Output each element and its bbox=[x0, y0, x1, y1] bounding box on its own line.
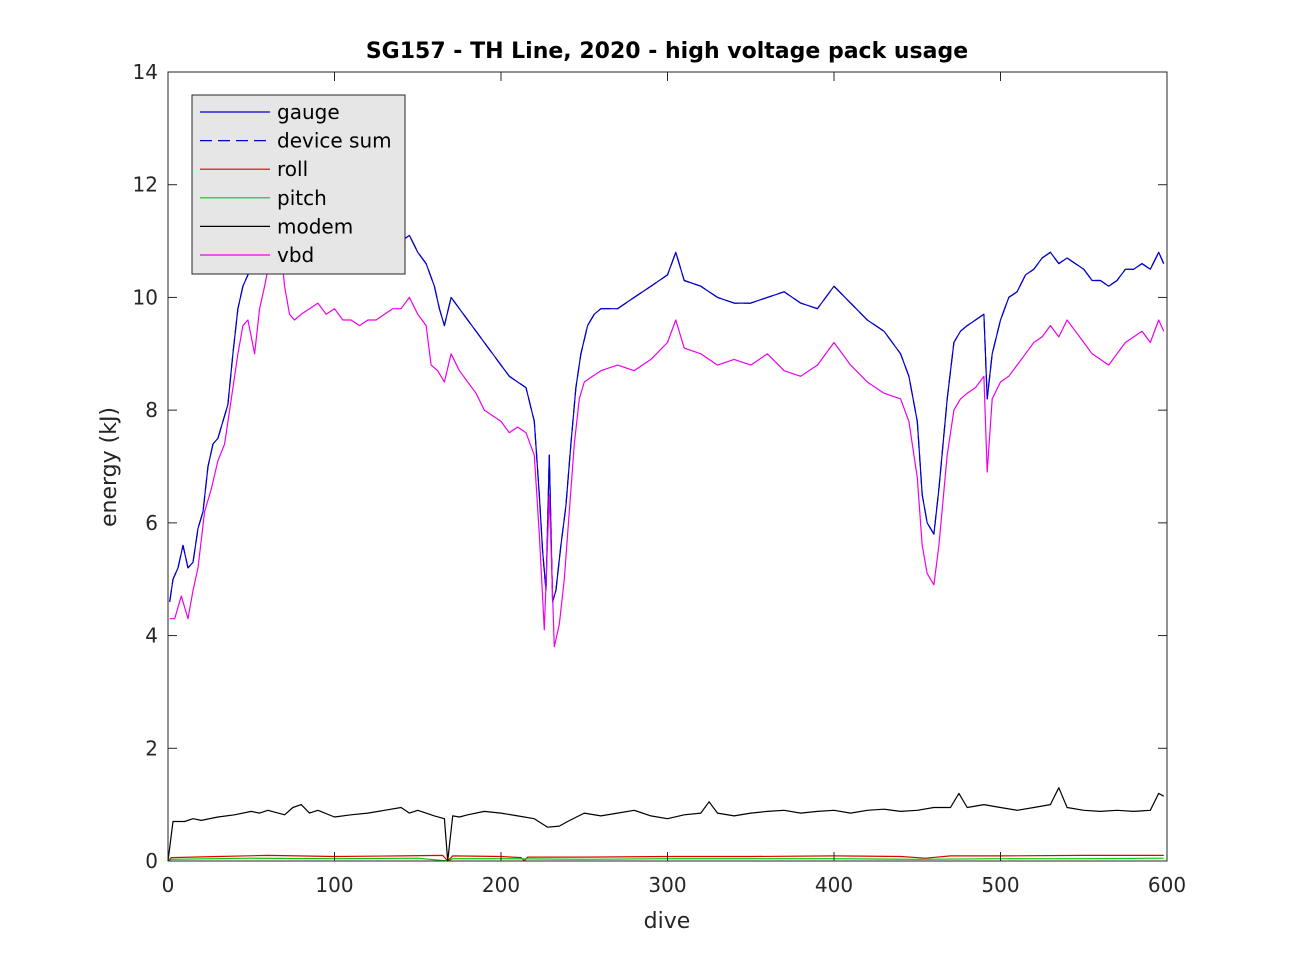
legend-entries: gauge device sum roll pitch modem vbd bbox=[200, 100, 392, 267]
legend-box bbox=[191, 94, 406, 275]
legend-label-device-sum: device sum bbox=[277, 129, 392, 153]
chart-title: SG157 - TH Line, 2020 - high voltage pac… bbox=[366, 39, 968, 64]
y-tick-label: 10 bbox=[133, 285, 158, 309]
legend: gauge device sum roll pitch modem vbd bbox=[191, 94, 406, 275]
y-tick-label: 8 bbox=[145, 398, 158, 422]
legend-label-gauge: gauge bbox=[277, 100, 340, 124]
x-tick-label: 600 bbox=[1148, 873, 1186, 897]
series-line-pitch bbox=[167, 857, 1164, 862]
y-tick-label: 14 bbox=[133, 60, 158, 84]
y-tick-label: 12 bbox=[133, 173, 158, 197]
y-tick-label: 6 bbox=[145, 511, 158, 535]
x-tick-label: 0 bbox=[162, 873, 175, 897]
x-tick-label: 400 bbox=[815, 873, 853, 897]
x-tick-label: 500 bbox=[981, 873, 1019, 897]
y-tick-label: 2 bbox=[145, 736, 158, 760]
y-tick-label: 4 bbox=[145, 624, 158, 648]
x-axis-label: dive bbox=[644, 909, 691, 934]
legend-label-vbd: vbd bbox=[277, 243, 314, 267]
x-tick-label: 100 bbox=[315, 873, 353, 897]
legend-label-pitch: pitch bbox=[277, 186, 327, 210]
x-tick-label: 200 bbox=[482, 873, 520, 897]
series-line-vbd bbox=[169, 217, 1165, 648]
legend-label-modem: modem bbox=[277, 214, 353, 238]
y-tick-label: 0 bbox=[145, 849, 158, 873]
x-axis: 0 100 200 300 400 500 600 bbox=[162, 72, 1186, 897]
y-axis: 0 2 4 6 8 10 12 14 bbox=[133, 60, 1167, 873]
series-line-modem bbox=[167, 787, 1164, 862]
y-axis-label: energy (kJ) bbox=[97, 407, 122, 527]
legend-label-roll: roll bbox=[277, 157, 308, 181]
x-tick-label: 300 bbox=[648, 873, 686, 897]
